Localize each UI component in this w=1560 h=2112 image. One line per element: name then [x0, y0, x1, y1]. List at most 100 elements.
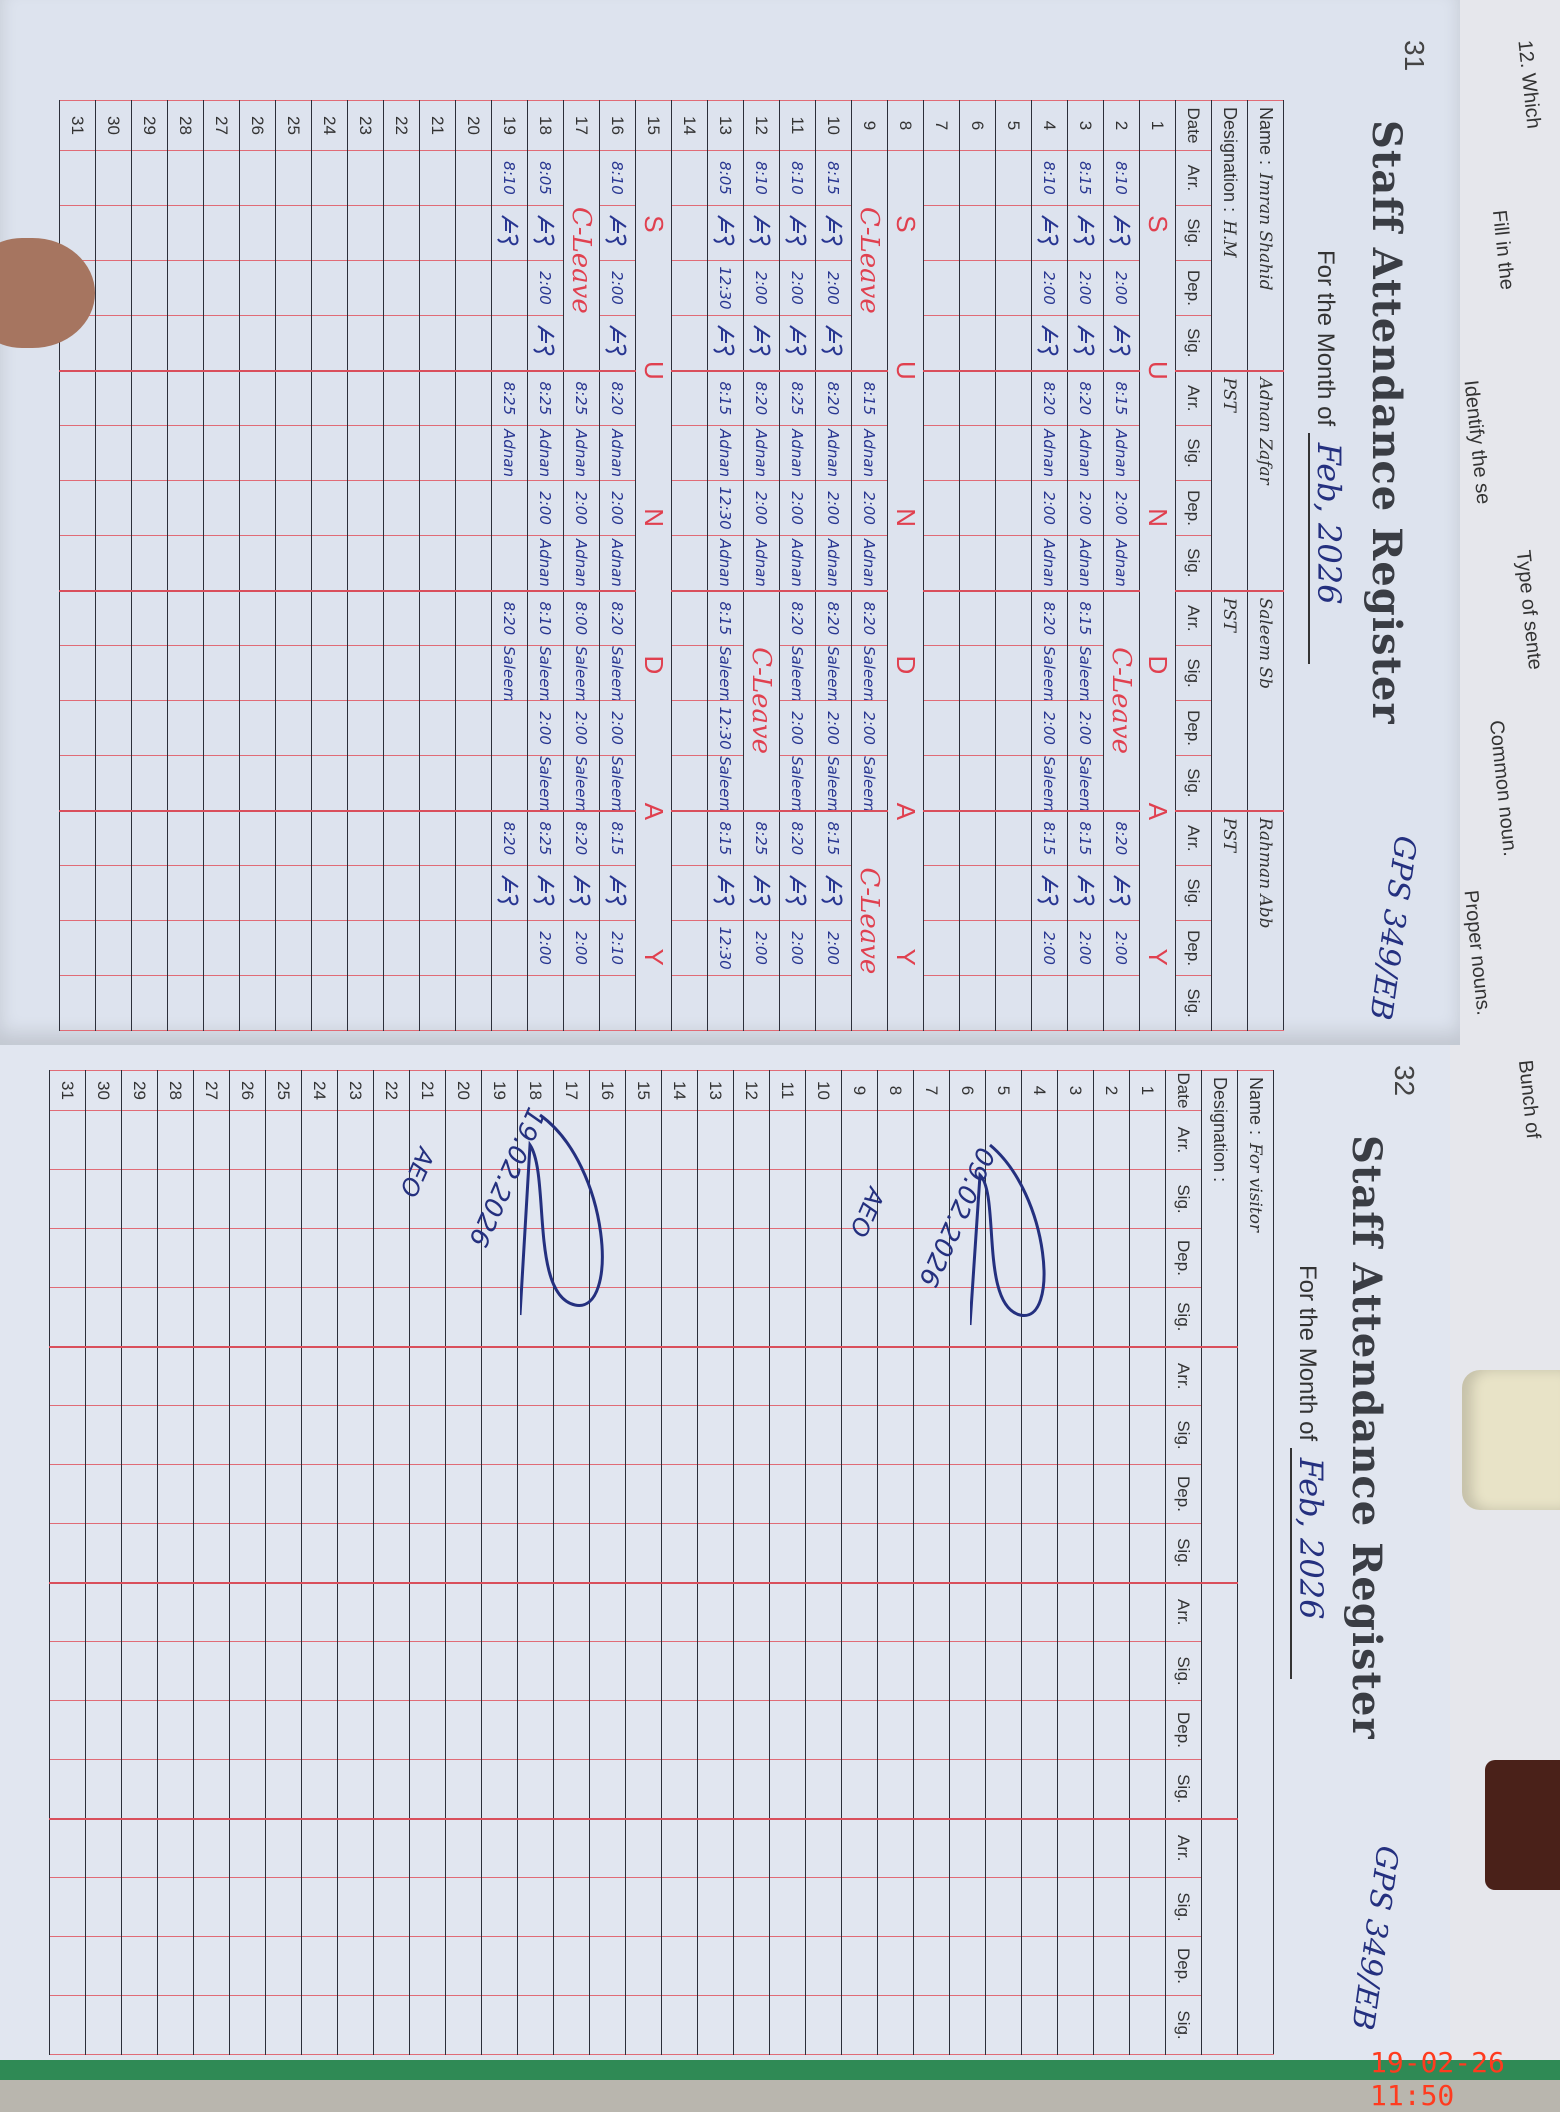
empty-cell [167, 315, 204, 371]
empty-cell [275, 590, 312, 646]
empty-cell [193, 1936, 230, 1996]
empty-cell [923, 645, 960, 701]
departure-time: 12:30 [707, 920, 744, 976]
left-page: 31 Staff Attendance Register For the Mon… [0, 0, 1460, 1045]
empty-cell [805, 1759, 842, 1819]
page-title: Staff Attendance Register [1363, 120, 1410, 725]
empty-cell [769, 1877, 806, 1937]
empty-cell [157, 1818, 194, 1878]
empty-cell [373, 1759, 410, 1819]
empty-cell [1021, 1700, 1058, 1760]
arrival-time: 8:15 [851, 370, 888, 426]
empty-cell [193, 1995, 230, 2055]
empty-cell [589, 1700, 626, 1760]
empty-cell [59, 370, 96, 426]
arrival-signature: Adnan [1103, 425, 1140, 481]
empty-cell [733, 1582, 770, 1642]
empty-cell [553, 1464, 590, 1524]
signature-scribble [1109, 213, 1135, 253]
departure-time: 2:00 [743, 260, 780, 316]
visitor-signature-1: 09.02.2026 AEO [800, 1143, 1046, 1415]
empty-cell [203, 810, 240, 866]
attendance-row: 11 8:10 2:00 8:25 Adnan 2:00 Adnan 8:20 Saleem 2:… [779, 100, 816, 1031]
empty-cell [157, 1759, 194, 1819]
empty-cell [1057, 1818, 1094, 1878]
departure-time: 2:00 [851, 480, 888, 536]
empty-cell [455, 645, 492, 701]
empty-cell [733, 1936, 770, 1996]
empty-cell [1129, 1877, 1166, 1937]
empty-cell [49, 1405, 86, 1465]
departure-time: 2:00 [1067, 700, 1104, 756]
column-header: Dep. [1165, 1936, 1202, 1996]
signature-scribble [785, 323, 811, 363]
empty-cell [949, 1523, 986, 1583]
empty-cell [841, 1759, 878, 1819]
empty-cell [203, 535, 240, 591]
empty-cell [193, 1464, 230, 1524]
empty-cell [959, 920, 996, 976]
attendance-table: Name : Imran Shahid Adnan Zafar Saleem Sb Ra… [59, 100, 1284, 1031]
column-header: Sig. [1175, 205, 1212, 261]
empty-cell [1129, 1523, 1166, 1583]
row-date: 14 [661, 1070, 698, 1111]
arrival-time: 8:00 [563, 590, 600, 646]
empty-cell [923, 700, 960, 756]
attendance-row: 22 [383, 100, 420, 1031]
empty-cell [347, 700, 384, 756]
empty-cell [85, 1405, 122, 1465]
column-header: Sig. [1175, 425, 1212, 481]
date-header: Date [1175, 100, 1212, 151]
departure-time: 2:00 [779, 480, 816, 536]
signature-scribble [605, 213, 631, 253]
arrival-signature: Adnan [1031, 425, 1068, 481]
attendance-row: 25 [275, 100, 312, 1031]
departure-signature [1103, 315, 1140, 371]
empty-cell [671, 975, 708, 1031]
empty-cell [625, 1228, 662, 1288]
empty-cell [625, 1936, 662, 1996]
name-row: Name : For visitor [1237, 1070, 1274, 2055]
empty-cell [481, 1995, 518, 2055]
empty-cell [229, 1582, 266, 1642]
empty-cell [481, 1877, 518, 1937]
arrival-time: 8:25 [743, 810, 780, 866]
empty-cell [1021, 1464, 1058, 1524]
empty-cell [409, 1464, 446, 1524]
empty-cell [229, 1818, 266, 1878]
worksheet-text: Fill in the [1487, 209, 1519, 291]
empty-cell [239, 315, 276, 371]
row-date: 18 [527, 100, 564, 151]
arrival-time: 8:15 [1103, 370, 1140, 426]
empty-cell [1129, 1464, 1166, 1524]
empty-cell [337, 1464, 374, 1524]
empty-cell [203, 150, 240, 206]
empty-cell [697, 1818, 734, 1878]
signature-scribble [497, 213, 523, 253]
empty-cell [265, 1759, 302, 1819]
empty-cell [193, 1818, 230, 1878]
attendance-row: 30 [95, 100, 132, 1031]
departure-signature [599, 315, 636, 371]
empty-cell [589, 1641, 626, 1701]
arrival-signature: Saleem [563, 645, 600, 701]
empty-cell [373, 1700, 410, 1760]
empty-cell [193, 1641, 230, 1701]
worksheet-text: Proper nouns. [1459, 889, 1495, 1017]
empty-cell [167, 370, 204, 426]
arrival-signature [815, 205, 852, 261]
arrival-signature: Adnan [743, 425, 780, 481]
empty-cell [923, 920, 960, 976]
column-header: Sig. [1175, 645, 1212, 701]
signature-scribble [533, 213, 559, 253]
empty-cell [203, 645, 240, 701]
empty-cell [1093, 1818, 1130, 1878]
leave-entry: C-Leave [851, 810, 888, 1031]
worksheet-text: Common noun. [1484, 719, 1522, 858]
empty-cell [923, 975, 960, 1031]
sunday-letter: U [1143, 361, 1173, 380]
empty-cell [131, 590, 168, 646]
empty-cell [445, 1523, 482, 1583]
empty-cell [995, 755, 1032, 811]
empty-cell [959, 260, 996, 316]
